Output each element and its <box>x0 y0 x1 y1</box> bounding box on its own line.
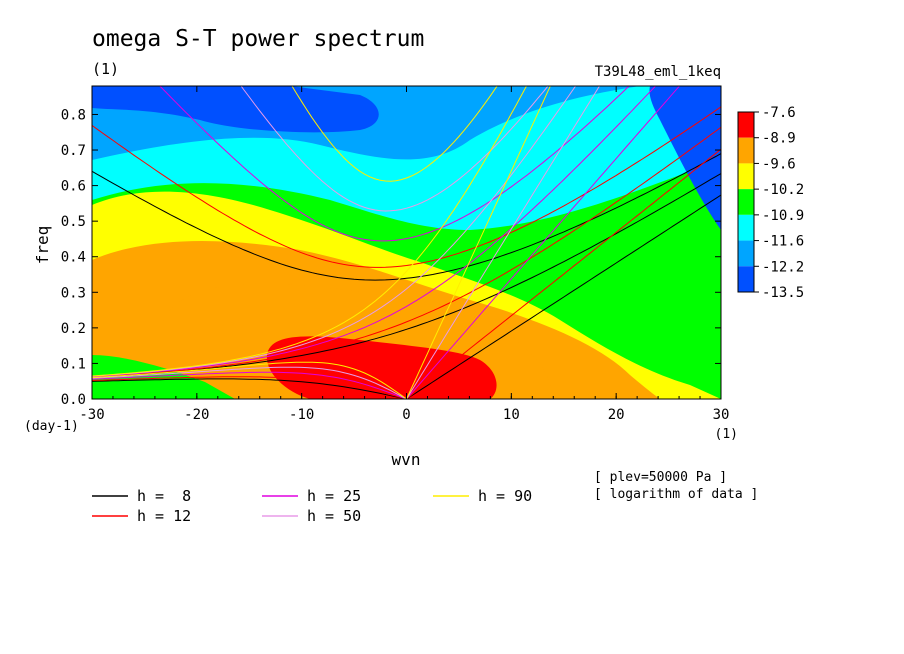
ig1-curve <box>92 153 721 281</box>
y-unit-label: (day-1) <box>24 419 79 434</box>
y-tick-label: 0.5 <box>61 214 86 230</box>
contour-band-blue-right <box>649 86 721 230</box>
axis-tick-labels: -30 -20 -10 0 10 20 30 0.0 0.1 0.2 0.3 0.4 0.5 0.6 0.7… <box>61 107 730 423</box>
colorbar-level-label: -10.9 <box>762 208 804 224</box>
y-tick-label: 0.7 <box>61 143 86 159</box>
chart-title: omega S-T power spectrum <box>92 26 424 52</box>
x-tick-label: 10 <box>503 407 520 423</box>
legend: h = 8 h = 12 h = 25 h = 50 h = 90 <box>92 487 532 525</box>
legend-label: h = 8 <box>137 487 191 505</box>
mrg-curve <box>92 86 657 378</box>
kelvin-curve <box>406 86 601 399</box>
contour-band-green-left <box>92 355 235 399</box>
x-tick-label: -30 <box>79 407 104 423</box>
ig1-curve <box>159 86 630 242</box>
ig1-curve <box>240 86 549 212</box>
colorbar-level-label: -8.9 <box>762 131 796 147</box>
kelvin-curve <box>406 194 721 399</box>
rossby-curve <box>92 376 407 399</box>
colorbar-swatch <box>738 189 754 215</box>
colorbar-swatch <box>738 137 754 164</box>
colorbar-swatch <box>738 112 754 138</box>
mrg-curve <box>92 126 721 378</box>
y-tick-label: 0.6 <box>61 179 86 195</box>
colorbar-level-label: -9.6 <box>762 156 796 172</box>
colorbar-level-label: -13.5 <box>762 285 804 301</box>
y-tick-label: 0.2 <box>61 321 86 337</box>
colorbar-level-label: -12.2 <box>762 259 804 275</box>
colorbar-swatch <box>738 214 754 241</box>
dispersion-curves <box>92 86 721 399</box>
rossby-curve <box>92 371 407 399</box>
y-tick-label: 0.0 <box>61 392 86 408</box>
colorbar-frame <box>737 111 755 293</box>
legend-label: h = 90 <box>478 487 532 505</box>
x-axis-label: wvn <box>392 450 421 469</box>
rossby-curve <box>92 361 407 399</box>
y-tick-label: 0.3 <box>61 285 86 301</box>
colorbar: -7.6 -8.9 -9.6 -10.2 -10.9 -11.6 -12.2 -13.5 <box>737 105 804 301</box>
kelvin-curve <box>406 86 681 399</box>
chart-subtitle-right: T39L48_eml_1keq <box>595 64 721 80</box>
colorbar-level-label: -10.2 <box>762 182 804 198</box>
ig1-curve <box>92 106 721 268</box>
x-tick-label: 0 <box>402 407 410 423</box>
chart-subtitle-left: (1) <box>92 60 119 78</box>
note-plev: [ plev=50000 Pa ] <box>594 470 727 485</box>
colorbar-swatch <box>738 240 754 267</box>
ig1-curve <box>291 86 498 182</box>
colorbar-swatch <box>738 163 754 190</box>
y-axis-label: freq <box>33 226 52 265</box>
x-tick-label: -20 <box>184 407 209 423</box>
y-tick-label: 0.8 <box>61 107 86 123</box>
mrg-curve <box>92 86 528 377</box>
rossby-curve <box>92 366 407 399</box>
note-logarithm: [ logarithm of data ] <box>594 487 758 502</box>
axis-ticks <box>91 86 722 400</box>
contour-field <box>92 86 721 399</box>
rossby-curve <box>92 378 407 399</box>
x-tick-label: 30 <box>713 407 730 423</box>
contour-band-0 <box>266 336 497 399</box>
mrg-curve <box>92 86 577 377</box>
colorbar-level-label: -11.6 <box>762 234 804 250</box>
kelvin-curve <box>406 86 551 399</box>
colorbar-level-label: -7.6 <box>762 105 796 121</box>
x-tick-label: 20 <box>608 407 625 423</box>
contour-band-blue <box>92 86 379 133</box>
y-tick-label: 0.1 <box>61 356 86 372</box>
x-tick-label: -10 <box>289 407 314 423</box>
x-unit-label: (1) <box>715 427 738 442</box>
colorbar-swatch <box>738 266 754 292</box>
legend-label: h = 50 <box>307 507 361 525</box>
legend-label: h = 25 <box>307 487 361 505</box>
legend-label: h = 12 <box>137 507 191 525</box>
y-tick-label: 0.4 <box>61 250 86 266</box>
kelvin-curve <box>406 148 721 399</box>
